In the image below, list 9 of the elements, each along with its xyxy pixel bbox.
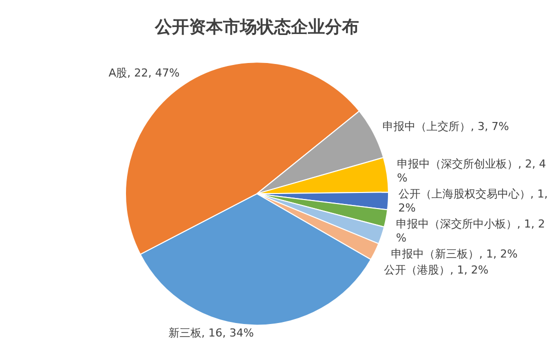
slice-label: 申报中（深交所创业板）, 2, 4% [397,158,546,185]
slice-label: 公开（港股）, 1, 2% [384,264,488,277]
slice-label: 新三板, 16, 34% [168,326,254,340]
chart-title: 公开资本市场状态企业分布 [154,18,359,38]
slice-label: A股, 22, 47% [108,66,180,80]
slice-label: 申报中（深交所中小板）, 1, 2% [396,218,545,245]
slice-label: 申报中（新三板）, 1, 2% [391,248,518,261]
slice-label: 申报中（上交所）, 3, 7% [382,120,510,133]
slice-label: 公开（上海股权交易中心）, 1, 2% [398,188,552,215]
